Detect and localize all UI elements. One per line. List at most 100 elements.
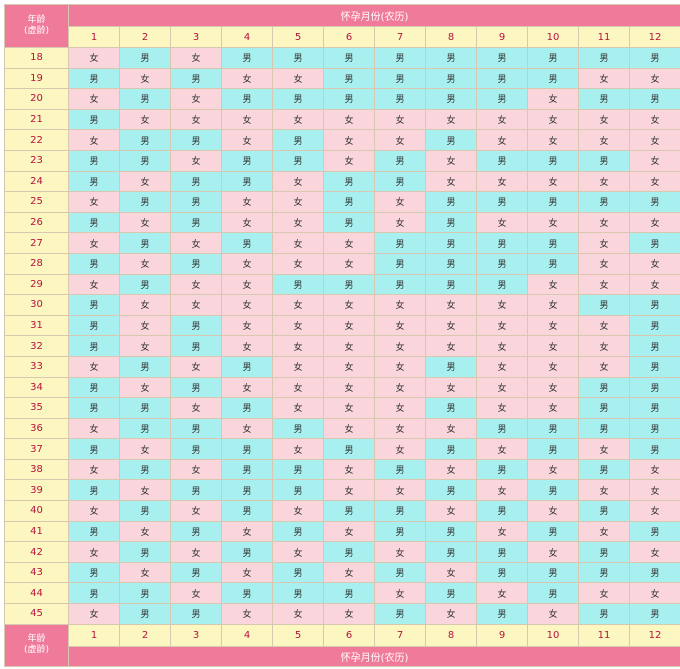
gender-cell: 男 — [272, 47, 324, 69]
gender-cell: 女 — [425, 561, 477, 584]
gender-cell: 女 — [221, 252, 273, 275]
gender-cell: 女 — [272, 376, 324, 399]
gender-cell: 女 — [425, 376, 477, 399]
gender-cell: 男 — [425, 273, 477, 296]
gender-cell: 男 — [68, 376, 120, 399]
gender-cell: 男 — [476, 541, 528, 563]
gender-cell: 男 — [68, 252, 120, 275]
gender-cell: 男 — [578, 294, 630, 316]
gender-cell: 女 — [68, 232, 120, 254]
gender-cell: 女 — [527, 129, 579, 151]
age-label: 年龄 — [27, 634, 46, 645]
gender-cell: 女 — [119, 479, 171, 502]
gender-cell: 男 — [119, 149, 171, 172]
gender-cell: 男 — [272, 479, 324, 502]
gender-cell: 女 — [68, 458, 120, 481]
gender-cell: 男 — [374, 149, 426, 172]
gender-cell: 男 — [629, 520, 680, 543]
gender-cell: 男 — [68, 397, 120, 419]
gender-cell: 女 — [323, 355, 375, 378]
gender-cell: 女 — [221, 520, 273, 543]
age-row-36: 36 女男男女男女女女男男男男 — [4, 417, 680, 440]
age-label-cell: 36 — [4, 417, 69, 440]
gender-cell: 女 — [221, 294, 273, 316]
gender-cell: 女 — [527, 294, 579, 316]
age-label-cell: 21 — [4, 108, 69, 131]
gender-cell: 女 — [374, 376, 426, 399]
gender-cell: 女 — [170, 541, 222, 563]
month-header-12: 12 — [629, 623, 680, 647]
gender-cell: 男 — [68, 294, 120, 316]
age-row-43: 43 男女男女男女男女男男男男 — [4, 561, 680, 584]
gender-cell: 女 — [272, 335, 324, 357]
gender-cell: 男 — [425, 355, 477, 378]
gender-cell: 女 — [527, 603, 579, 625]
gender-cell: 男 — [425, 438, 477, 460]
gender-cell: 男 — [68, 561, 120, 584]
age-row-22: 22 女男男女男女女男女女女女 — [4, 129, 680, 151]
gender-cell: 女 — [323, 232, 375, 254]
gender-cell: 男 — [578, 376, 630, 399]
gender-cell: 男 — [476, 252, 528, 275]
gender-cell: 男 — [68, 67, 120, 90]
gender-cell: 男 — [221, 232, 273, 254]
gender-cell: 女 — [170, 273, 222, 296]
gender-cell: 女 — [374, 479, 426, 502]
gender-cell: 男 — [629, 397, 680, 419]
gender-cell: 女 — [425, 603, 477, 625]
month-header-6: 6 — [323, 623, 375, 647]
gender-cell: 男 — [578, 149, 630, 172]
gender-cell: 女 — [170, 149, 222, 172]
gender-cell: 男 — [527, 520, 579, 543]
gender-cell: 男 — [119, 397, 171, 419]
gender-cell: 女 — [119, 520, 171, 543]
gender-cell: 女 — [119, 67, 171, 90]
age-label-cell: 31 — [4, 314, 69, 337]
gender-cell: 女 — [272, 108, 324, 131]
gender-cell: 男 — [374, 520, 426, 543]
age-label-cell: 32 — [4, 335, 69, 357]
age-label-cell: 39 — [4, 479, 69, 502]
gender-cell: 男 — [221, 88, 273, 110]
gender-cell: 男 — [578, 458, 630, 481]
month-header-4: 4 — [221, 26, 273, 48]
gender-cell: 男 — [323, 211, 375, 234]
gender-cell: 男 — [629, 294, 680, 316]
gender-cell: 女 — [272, 211, 324, 234]
gender-cell: 男 — [170, 211, 222, 234]
gender-cell: 女 — [629, 108, 680, 131]
month-header-1: 1 — [68, 623, 120, 647]
age-label-sub: (虚龄) — [23, 645, 50, 656]
gender-cell: 男 — [272, 520, 324, 543]
gender-cell: 男 — [476, 67, 528, 90]
age-label-cell: 41 — [4, 520, 69, 543]
gender-cell: 女 — [374, 541, 426, 563]
age-label-cell: 35 — [4, 397, 69, 419]
gender-cell: 男 — [476, 417, 528, 440]
age-label-cell: 27 — [4, 232, 69, 254]
gender-cell: 女 — [527, 88, 579, 110]
gender-cell: 男 — [323, 191, 375, 213]
gender-cell: 女 — [119, 170, 171, 193]
gender-cell: 女 — [527, 376, 579, 399]
gender-cell: 女 — [629, 541, 680, 563]
age-row-27: 27 女男女男女女男男男男女男 — [4, 232, 680, 254]
gender-cell: 男 — [272, 88, 324, 110]
gender-cell: 男 — [221, 355, 273, 378]
gender-cell: 女 — [68, 129, 120, 151]
month-header-3: 3 — [170, 623, 222, 647]
gender-cell: 男 — [527, 47, 579, 69]
gender-cell: 男 — [68, 108, 120, 131]
gender-cell: 女 — [527, 500, 579, 522]
gender-cell: 女 — [578, 108, 630, 131]
month-header-7: 7 — [374, 623, 426, 647]
gender-cell: 女 — [476, 294, 528, 316]
age-row-18: 18 女男女男男男男男男男男男 — [4, 47, 680, 69]
gender-cell: 男 — [374, 500, 426, 522]
gender-cell: 男 — [425, 47, 477, 69]
gender-cell: 男 — [374, 67, 426, 90]
gender-cell: 女 — [170, 108, 222, 131]
age-label-cell: 30 — [4, 294, 69, 316]
age-header-cell: 年龄 (虚龄) — [4, 4, 69, 48]
gender-cell: 女 — [527, 541, 579, 563]
